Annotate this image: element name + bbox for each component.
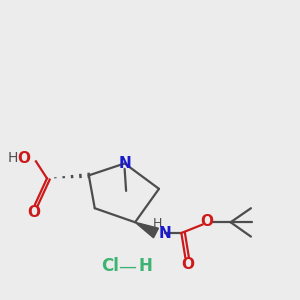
- Text: —: —: [118, 257, 136, 275]
- Text: N: N: [118, 156, 131, 171]
- Text: H: H: [139, 257, 152, 275]
- Text: H: H: [152, 217, 162, 230]
- Text: O: O: [182, 257, 194, 272]
- Text: H: H: [8, 151, 18, 165]
- Text: O: O: [200, 214, 213, 229]
- Text: O: O: [18, 151, 31, 166]
- Text: O: O: [27, 205, 40, 220]
- Text: Cl: Cl: [101, 257, 119, 275]
- Text: N: N: [159, 226, 172, 241]
- Polygon shape: [135, 222, 158, 238]
